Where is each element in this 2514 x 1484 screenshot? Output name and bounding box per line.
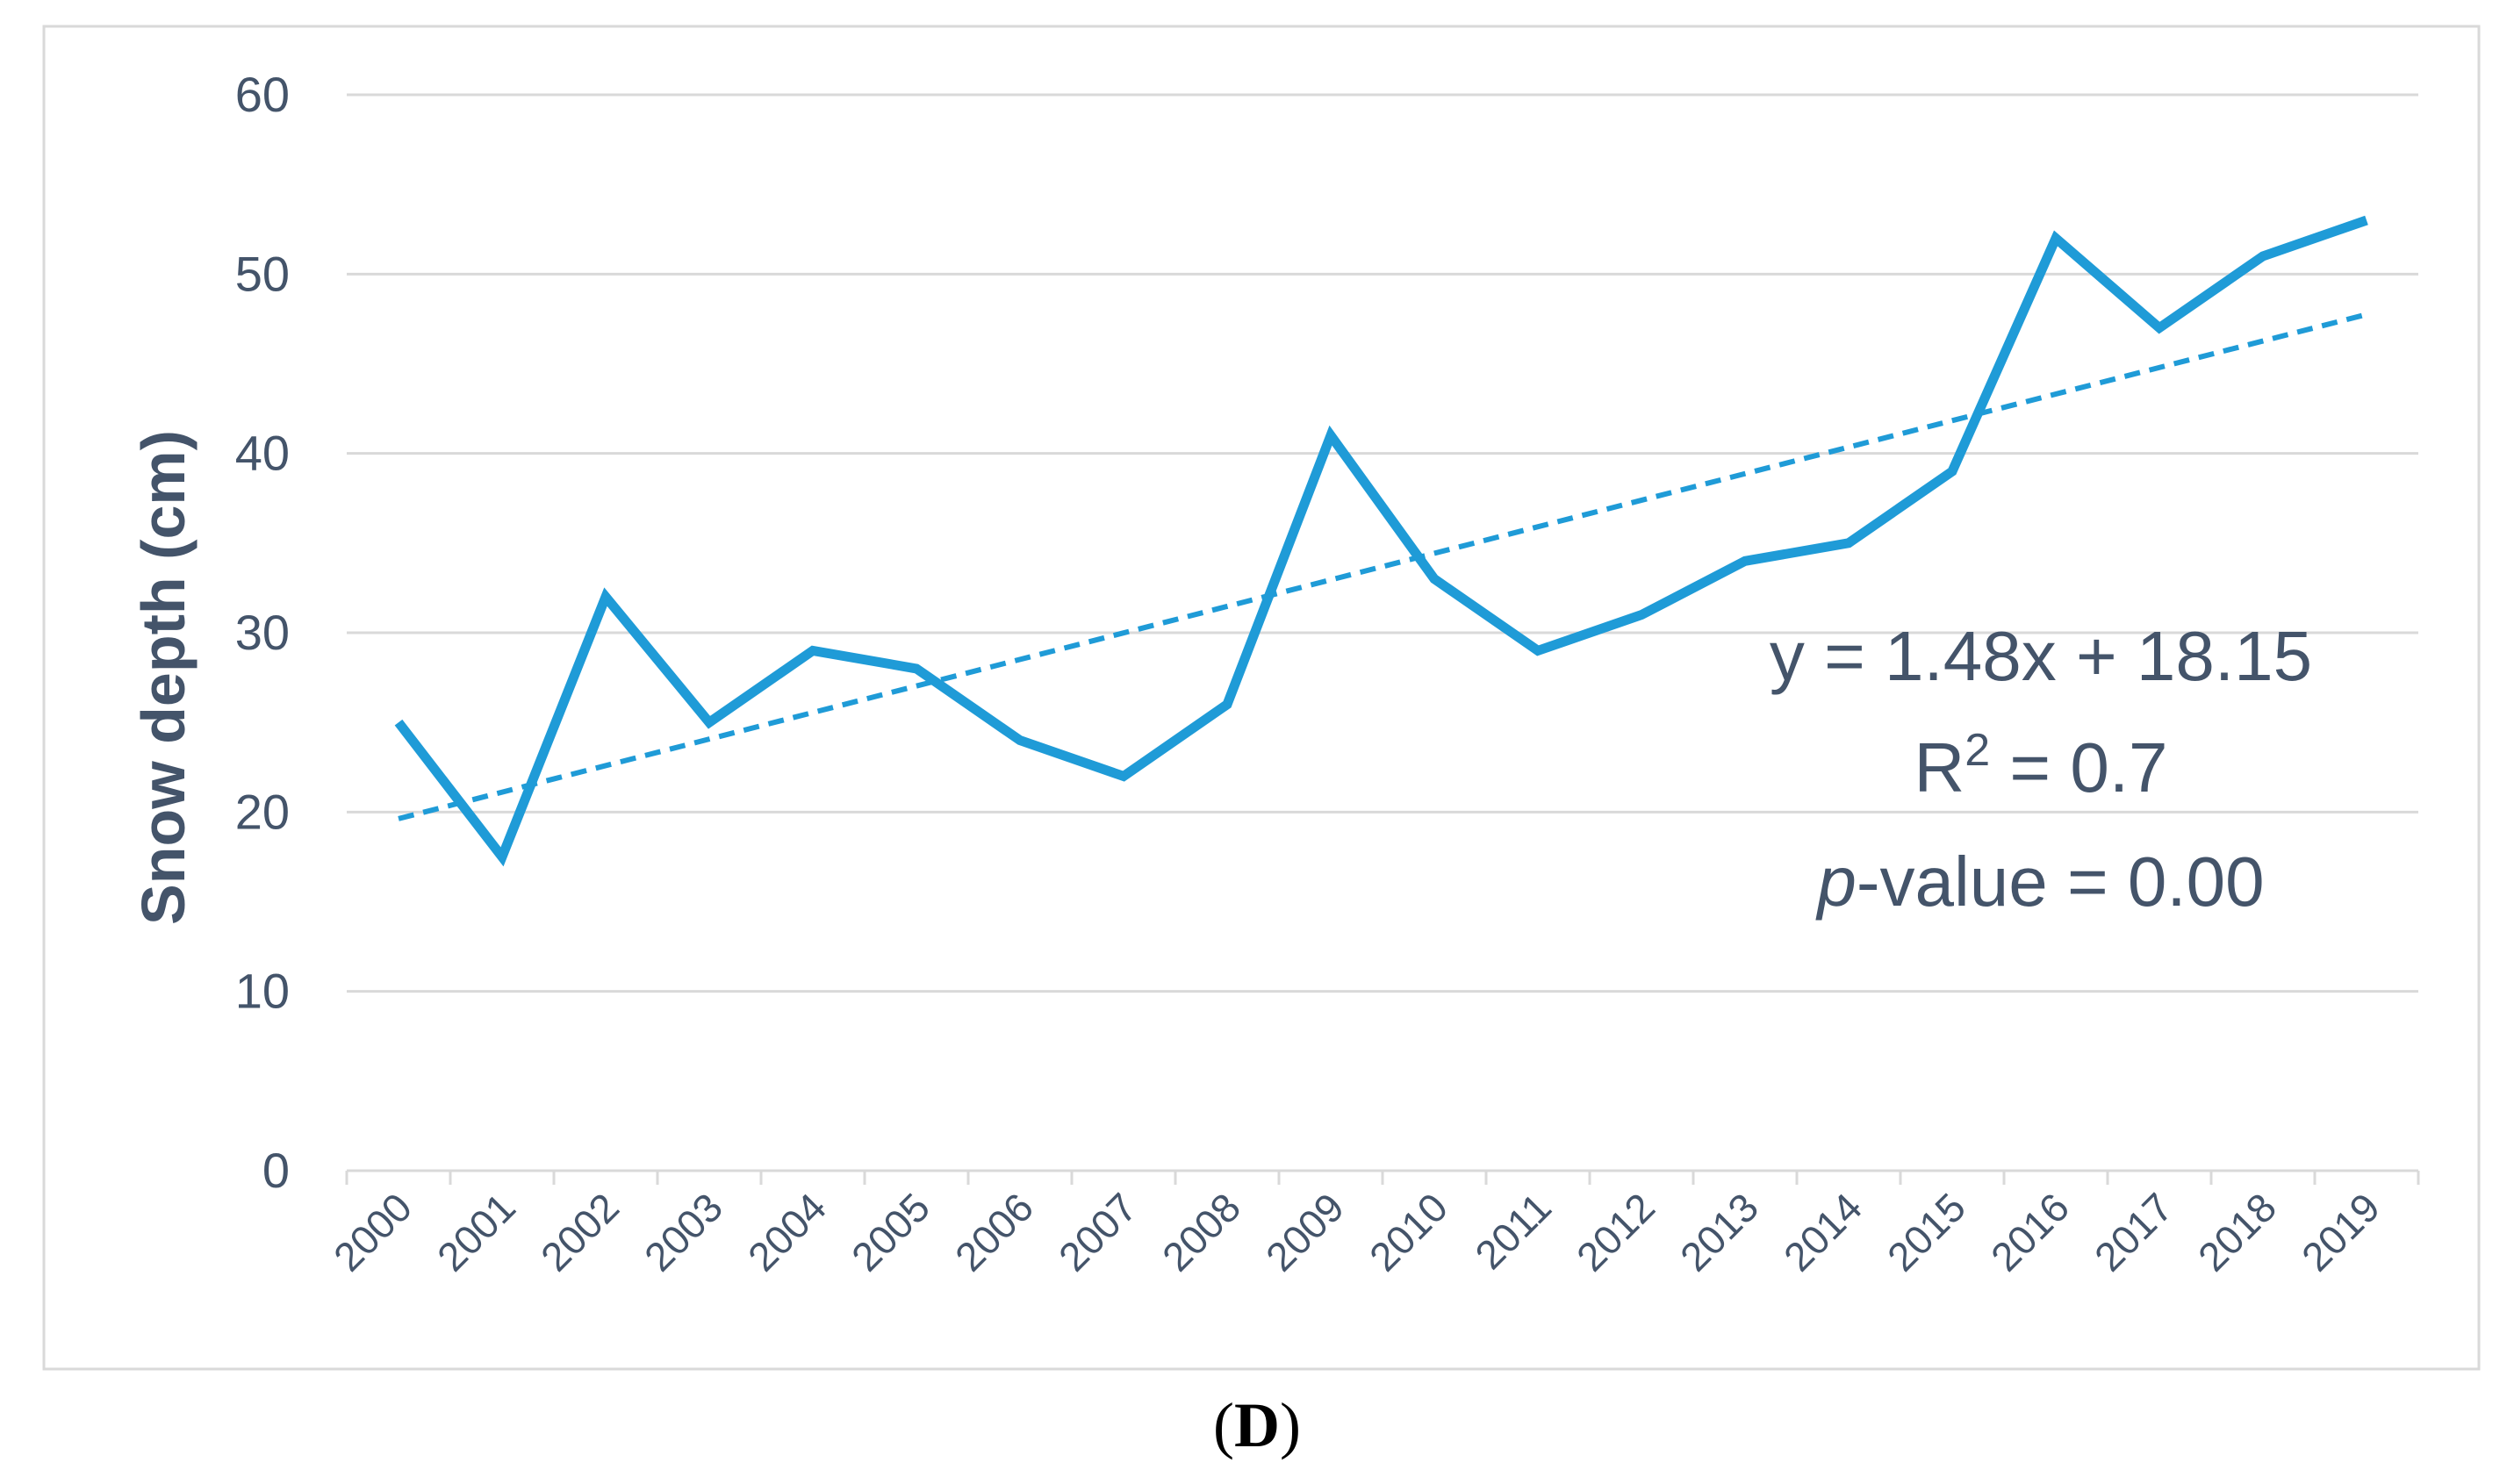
- data-point-2001: [501, 856, 503, 857]
- r-squared-label: R2 = 0.7: [1914, 725, 2167, 807]
- data-point-2012: [1641, 614, 1642, 616]
- data-point-2009: [1330, 434, 1332, 436]
- y-tick-label-0: 0: [262, 1143, 290, 1198]
- p-value-italic: p: [1815, 842, 1857, 921]
- data-point-2005: [916, 668, 917, 670]
- data-point-2004: [812, 649, 814, 651]
- x-axis: [345, 1169, 2420, 1185]
- p-value-text: -value = 0.00: [1857, 842, 2265, 921]
- panel-label-letter: D: [1234, 1390, 1280, 1460]
- data-point-2019: [2366, 219, 2367, 221]
- panel-label: (D): [1213, 1390, 1301, 1460]
- data-point-2002: [605, 596, 607, 598]
- data-point-2000: [398, 721, 399, 723]
- trendline: [398, 312, 2367, 821]
- y-tick-label-20: 20: [235, 784, 290, 839]
- y-axis-ticks: 0 10 20 30 40 50 60: [235, 67, 290, 1198]
- trendline-group: [398, 312, 2367, 821]
- y-axis-label: Snow depth (cm): [129, 430, 198, 925]
- data-point-2010: [1433, 578, 1435, 580]
- series-line-0: [394, 215, 2368, 867]
- data-point-2013: [1744, 560, 1746, 562]
- y-tick-label-10: 10: [235, 964, 290, 1019]
- data-point-2014: [1848, 542, 1850, 544]
- data-point-2006: [1019, 740, 1021, 742]
- data-point-2008: [1226, 704, 1228, 706]
- series-group: [394, 215, 2368, 867]
- data-point-2011: [1537, 649, 1539, 651]
- r-squared-value: = 0.7: [1990, 728, 2167, 807]
- r-squared-prefix: R: [1914, 728, 1965, 807]
- y-tick-label-30: 30: [235, 605, 290, 660]
- data-point-2015: [1951, 470, 1953, 472]
- equation-label: y = 1.48x + 18.15: [1770, 617, 2312, 695]
- data-point-2017: [2158, 327, 2160, 329]
- p-value-label: p-value = 0.00: [1815, 842, 2264, 921]
- data-point-2018: [2262, 255, 2264, 257]
- panel-label-open: (: [1213, 1390, 1234, 1460]
- data-point-2016: [2055, 237, 2057, 239]
- regression-annotation: y = 1.48x + 18.15 R2 = 0.7 p-value = 0.0…: [1770, 617, 2312, 921]
- data-point-2007: [1123, 775, 1124, 777]
- chart-frame: [42, 25, 2481, 1371]
- r-squared-superscript: 2: [1965, 725, 1990, 776]
- gridlines: [347, 93, 2418, 993]
- y-tick-label-50: 50: [235, 246, 290, 301]
- y-tick-label-60: 60: [235, 67, 290, 122]
- data-point-2003: [708, 721, 710, 723]
- y-tick-label-40: 40: [235, 426, 290, 481]
- panel-label-close: ): [1280, 1390, 1301, 1460]
